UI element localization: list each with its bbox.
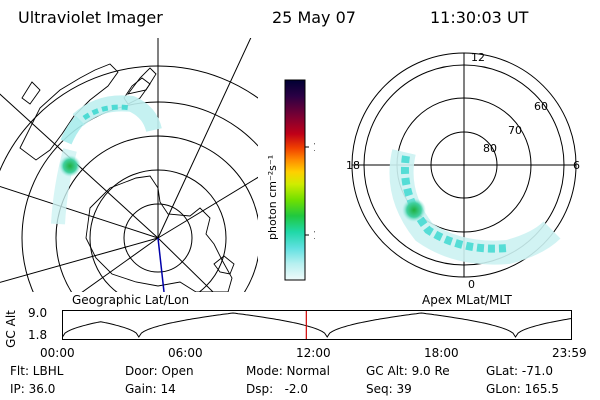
info-filter: Flt: LBHL xyxy=(10,364,64,378)
colorbar-tick-10: 10 xyxy=(313,229,315,242)
altitude-timeline xyxy=(62,310,572,340)
timeline-ytick-top: 9.0 xyxy=(28,306,48,320)
instrument-title: Ultraviolet Imager xyxy=(18,8,163,27)
colorbar-tick-100: 100 xyxy=(313,141,315,154)
magnetic-polar-plot: 12 18 6 0 60 70 80 xyxy=(346,51,580,291)
mlt-label-0: 0 xyxy=(468,278,475,291)
timeline-tick-1: 06:00 xyxy=(168,346,203,360)
mlat-label-60: 60 xyxy=(534,100,548,113)
info-gc-alt: GC Alt: 9.0 Re xyxy=(366,364,450,378)
image-date: 25 May 07 xyxy=(272,8,356,27)
mlt-label-6: 6 xyxy=(573,159,580,172)
timeline-tick-2: 12:00 xyxy=(296,346,331,360)
info-gain: Gain: 14 xyxy=(125,382,176,396)
right-panel-caption: Apex MLat/MLT xyxy=(422,293,512,307)
timeline-tick-4: 23:59 xyxy=(552,346,587,360)
colorbar-label: photon cm⁻²s⁻¹ xyxy=(266,155,279,240)
info-ip: IP: 36.0 xyxy=(10,382,56,396)
geographic-map xyxy=(0,38,258,292)
meridian-line xyxy=(157,237,165,292)
timeline-ytick-bottom: 1.8 xyxy=(28,328,48,342)
left-panel-caption: Geographic Lat/Lon xyxy=(72,293,190,307)
info-glat: GLat: -71.0 xyxy=(486,364,553,378)
info-door: Door: Open xyxy=(125,364,194,378)
auroral-oval-geo xyxy=(51,95,162,225)
mlt-label-18: 18 xyxy=(346,159,360,172)
altitude-curve xyxy=(62,312,572,338)
image-time: 11:30:03 UT xyxy=(430,8,529,27)
colorbar: 100 10 photon cm⁻²s⁻¹ xyxy=(266,79,315,281)
info-glon: GLon: 165.5 xyxy=(486,382,559,396)
timeline-tick-0: 00:00 xyxy=(40,346,75,360)
mlt-label-12: 12 xyxy=(471,51,485,64)
info-dsp: Dsp: -2.0 xyxy=(246,382,309,396)
info-mode: Mode: Normal xyxy=(246,364,330,378)
mlat-label-80: 80 xyxy=(483,142,497,155)
timeline-ylabel: GC Alt xyxy=(3,310,18,348)
mlat-label-70: 70 xyxy=(508,124,522,137)
timeline-tick-3: 18:00 xyxy=(424,346,459,360)
info-seq: Seq: 39 xyxy=(366,382,412,396)
auroral-oval-mag xyxy=(389,149,561,265)
